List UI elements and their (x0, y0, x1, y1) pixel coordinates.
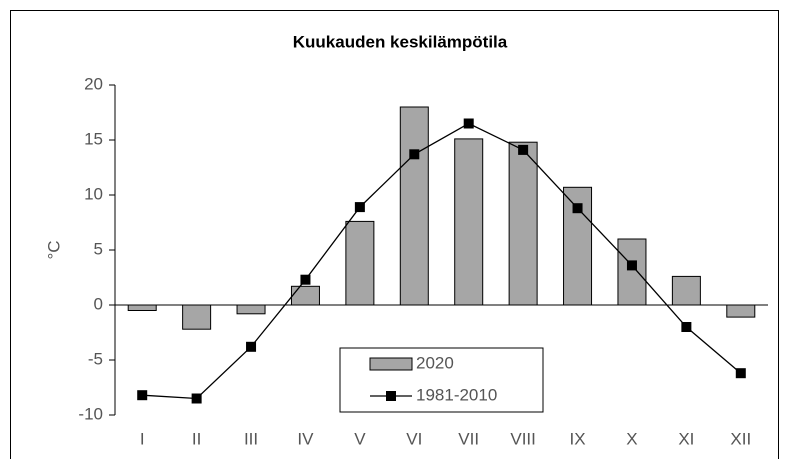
x-tick-label: IX (570, 429, 586, 448)
x-tick-label: VI (406, 429, 422, 448)
marker (300, 274, 311, 285)
bar (345, 220, 375, 306)
marker (735, 368, 746, 379)
y-tick-label: 15 (84, 129, 103, 148)
x-tick-label: XII (730, 429, 751, 448)
bar (671, 275, 701, 306)
bar (508, 141, 538, 306)
x-tick-label: IV (297, 429, 314, 448)
bar (290, 285, 320, 306)
x-tick-label: VII (458, 429, 479, 448)
x-tick-label: VIII (510, 429, 536, 448)
legend-marker (386, 391, 396, 401)
x-tick-label: III (244, 429, 258, 448)
marker (137, 390, 148, 401)
marker (572, 203, 583, 214)
x-tick-label: I (140, 429, 145, 448)
bar (236, 304, 266, 315)
y-tick-label: 0 (94, 294, 103, 313)
marker (354, 202, 365, 213)
line (142, 122, 742, 400)
x-tick-label: X (626, 429, 637, 448)
marker (246, 341, 257, 352)
y-tick-label: 5 (94, 239, 103, 258)
x-tick-label: XI (678, 429, 694, 448)
chart-title: Kuukauden keskilämpötila (293, 32, 508, 51)
legend-label: 1981-2010 (416, 385, 497, 404)
marker (409, 149, 420, 160)
legend-swatch (369, 357, 413, 371)
bar (399, 106, 429, 306)
marker (518, 144, 529, 155)
y-tick-label: 10 (84, 184, 103, 203)
bar (454, 138, 484, 306)
marker (191, 393, 202, 404)
bar (182, 304, 212, 330)
marker (463, 118, 474, 129)
bar (617, 238, 647, 306)
x-tick-label: V (354, 429, 366, 448)
bar (127, 304, 157, 311)
y-axis-label: °C (44, 240, 63, 259)
marker (681, 322, 692, 332)
y-tick-label: -10 (78, 404, 103, 423)
chart-border (10, 10, 779, 459)
x-tick-label: II (192, 429, 201, 448)
y-tick-label: 20 (84, 74, 103, 93)
legend-label: 2020 (416, 353, 454, 372)
marker (626, 260, 637, 271)
y-tick-label: -5 (88, 349, 103, 368)
bar (726, 304, 756, 318)
